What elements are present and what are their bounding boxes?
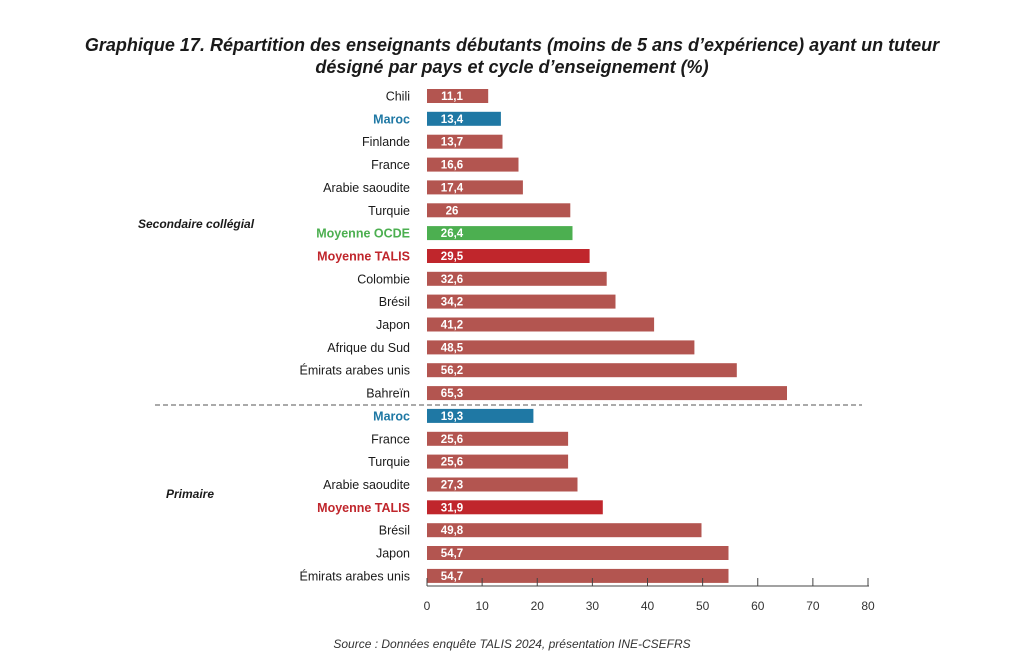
bar [427, 363, 737, 378]
category-label: Moyenne TALIS [317, 250, 410, 264]
bar-value-label: 27,3 [441, 480, 463, 492]
category-label: Brésil [379, 295, 410, 309]
bar-value-label: 19,3 [441, 411, 463, 423]
x-tick-label: 20 [531, 599, 545, 613]
bar-value-label: 41,2 [441, 320, 463, 332]
source-note: Source : Données enquête TALIS 2024, pré… [333, 637, 691, 651]
bar-value-label: 25,6 [441, 434, 463, 446]
category-label: Émirats arabes unis [300, 363, 410, 378]
bar [427, 523, 702, 538]
bar-value-label: 49,8 [441, 525, 464, 537]
bar [427, 454, 569, 469]
category-label: Maroc [373, 409, 410, 423]
chart-title-line-1: Graphique 17. Répartition des enseignant… [84, 35, 940, 55]
bar [427, 111, 501, 126]
bar [427, 271, 607, 286]
bar-value-label: 17,4 [441, 182, 464, 194]
bar [427, 317, 655, 332]
category-label: Japon [376, 318, 410, 332]
category-label: Arabie saoudite [323, 181, 410, 195]
bar-value-label: 54,7 [441, 571, 463, 583]
bar-value-label: 65,3 [441, 388, 463, 400]
category-label: Finlande [362, 135, 410, 149]
group-label-primaire: Primaire [166, 487, 215, 501]
bar [427, 340, 695, 355]
category-label: Moyenne TALIS [317, 501, 410, 515]
bar [427, 500, 603, 515]
category-label: France [371, 158, 410, 172]
bar [427, 477, 578, 492]
bar-value-label: 26 [446, 205, 459, 217]
bar [427, 203, 571, 218]
category-label: Maroc [373, 112, 410, 126]
x-tick-label: 70 [806, 599, 820, 613]
category-label: Émirats arabes unis [300, 568, 410, 583]
bar-value-label: 31,9 [441, 502, 463, 514]
bar-value-label: 13,7 [441, 137, 463, 149]
bar [427, 546, 729, 560]
bar-value-label: 48,5 [441, 342, 464, 354]
bar [427, 386, 787, 401]
bar-value-label: 54,7 [441, 548, 463, 560]
bar [427, 431, 569, 446]
bar-value-label: 56,2 [441, 365, 463, 377]
x-tick-label: 80 [861, 599, 875, 613]
bar [427, 408, 534, 423]
bar-value-label: 11,1 [441, 91, 463, 103]
bar [427, 180, 523, 195]
category-label: Bahreïn [366, 387, 410, 401]
x-tick-label: 30 [586, 599, 600, 613]
bar [427, 226, 573, 241]
chart-title: Graphique 17. Répartition des enseignant… [40, 34, 984, 78]
bar [427, 249, 590, 263]
bar-value-label: 13,4 [441, 114, 464, 126]
category-label: Chili [386, 90, 410, 104]
x-tick-label: 60 [751, 599, 765, 613]
bar-value-label: 16,6 [441, 160, 463, 172]
category-label: France [371, 432, 410, 446]
bar-value-label: 32,6 [441, 274, 463, 286]
category-label: Moyenne OCDE [316, 227, 410, 241]
bar-value-label: 29,5 [441, 251, 464, 263]
category-label: Afrique du Sud [327, 341, 410, 355]
category-label: Turquie [368, 204, 410, 218]
category-label: Brésil [379, 524, 410, 538]
bar [427, 89, 489, 103]
x-tick-label: 10 [475, 599, 489, 613]
x-tick-label: 50 [696, 599, 710, 613]
bar [427, 568, 729, 583]
category-label: Japon [376, 547, 410, 561]
x-tick-label: 0 [424, 599, 431, 613]
category-label: Colombie [357, 272, 410, 286]
bar [427, 134, 503, 149]
group-label-secondaire: Secondaire collégial [138, 217, 255, 231]
bar-value-label: 26,4 [441, 228, 464, 240]
bar-value-label: 34,2 [441, 297, 463, 309]
bar [427, 157, 519, 172]
category-label: Arabie saoudite [323, 478, 410, 492]
bar [427, 294, 616, 309]
x-tick-label: 40 [641, 599, 655, 613]
category-label: Turquie [368, 455, 410, 469]
chart-title-line-2: désigné par pays et cycle d’enseignement… [315, 57, 709, 77]
bar-value-label: 25,6 [441, 457, 463, 469]
